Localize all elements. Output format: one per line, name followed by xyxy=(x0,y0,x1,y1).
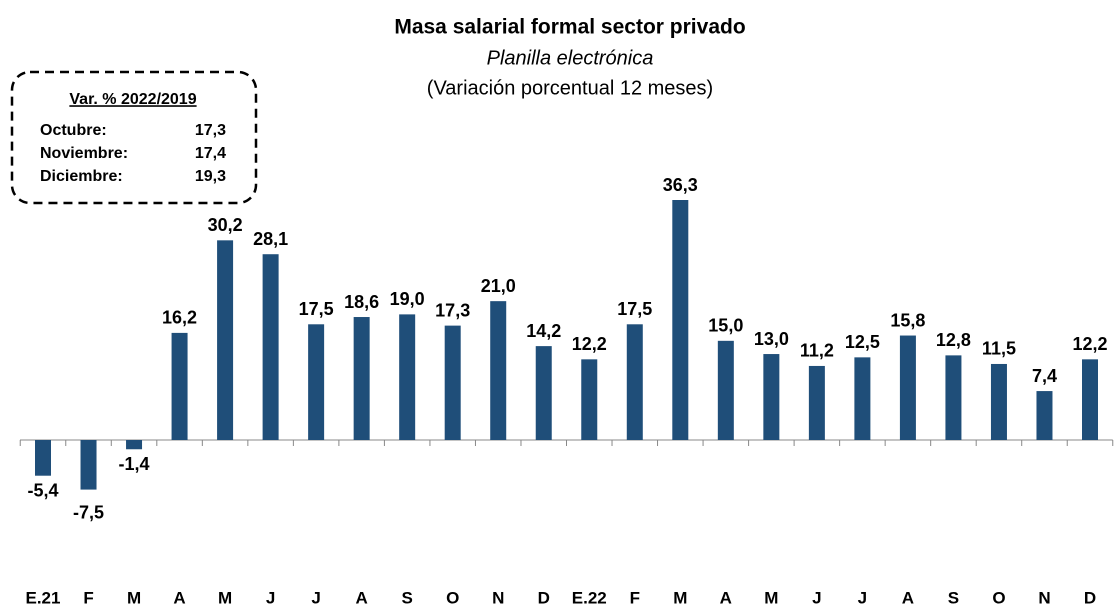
bar xyxy=(171,332,188,440)
bar xyxy=(899,335,916,440)
value-label: 16,2 xyxy=(162,308,197,328)
value-label: 17,5 xyxy=(617,299,652,319)
bar xyxy=(308,324,325,440)
bar xyxy=(990,363,1007,440)
bar xyxy=(854,357,871,440)
value-label: 12,8 xyxy=(936,330,971,350)
annotation-value: 19,3 xyxy=(195,168,226,185)
x-tick-label: J xyxy=(311,588,320,607)
x-tick-label: M xyxy=(127,588,141,607)
x-tick-label: D xyxy=(538,588,550,607)
bar xyxy=(672,200,689,440)
annotation-title: Var. % 2022/2019 xyxy=(69,91,196,108)
bar xyxy=(717,340,734,440)
value-label: -1,4 xyxy=(119,454,150,474)
value-label: 15,8 xyxy=(890,310,925,330)
bar xyxy=(126,440,143,450)
value-label: 11,2 xyxy=(800,341,834,361)
value-label: 12,2 xyxy=(572,334,607,354)
annotation-label: Diciembre: xyxy=(40,168,123,185)
value-label: 30,2 xyxy=(208,215,243,235)
x-tick-label: F xyxy=(630,588,640,607)
x-tick-label: J xyxy=(858,588,867,607)
bar xyxy=(490,301,507,440)
x-tick-label: N xyxy=(1038,588,1050,607)
annotation-value: 17,4 xyxy=(195,145,226,162)
value-label: 28,1 xyxy=(253,229,288,249)
bar xyxy=(399,314,416,440)
value-label: 17,3 xyxy=(435,300,470,320)
x-tick-label: J xyxy=(266,588,275,607)
value-label: 13,0 xyxy=(754,329,789,349)
value-label: -5,4 xyxy=(27,480,58,500)
bar xyxy=(1082,359,1098,440)
bar xyxy=(353,317,370,440)
x-tick-label: F xyxy=(83,588,93,607)
bar xyxy=(945,355,962,440)
bar xyxy=(1036,391,1053,440)
bar xyxy=(535,346,552,440)
chart-subtitle: (Variación porcentual 12 meses) xyxy=(427,77,713,99)
bar xyxy=(626,324,643,440)
x-tick-label: O xyxy=(992,588,1005,607)
x-tick-label: O xyxy=(446,588,459,607)
value-label: 18,6 xyxy=(344,292,379,312)
bar xyxy=(217,240,234,440)
x-tick-label: S xyxy=(402,588,413,607)
bar xyxy=(444,325,461,440)
value-label: 7,4 xyxy=(1032,366,1057,386)
annotation-label: Octubre: xyxy=(40,122,107,139)
value-label: 11,5 xyxy=(982,339,1016,359)
value-label: 12,5 xyxy=(845,332,880,352)
bar xyxy=(80,440,97,490)
x-tick-label: A xyxy=(356,588,368,607)
annotation-value: 17,3 xyxy=(195,122,226,139)
value-label: 21,0 xyxy=(481,276,516,296)
chart-title: Masa salarial formal sector privado xyxy=(394,16,745,39)
bar xyxy=(763,354,780,440)
bar xyxy=(262,254,279,440)
x-tick-label: D xyxy=(1084,588,1096,607)
value-label: 14,2 xyxy=(526,321,561,341)
value-label: 19,0 xyxy=(390,289,425,309)
value-label: 12,2 xyxy=(1072,334,1107,354)
annotation-box xyxy=(10,70,258,205)
bar xyxy=(808,365,825,440)
chart-subtitle: Planilla electrónica xyxy=(487,47,654,69)
bar xyxy=(581,359,598,440)
value-label: 36,3 xyxy=(663,175,698,195)
x-tick-label: J xyxy=(812,588,821,607)
annotation-label: Noviembre: xyxy=(40,145,128,162)
x-tick-label: N xyxy=(492,588,504,607)
x-tick-label: E.22 xyxy=(572,588,607,607)
value-label: 15,0 xyxy=(708,316,743,336)
x-tick-label: M xyxy=(218,588,232,607)
x-tick-label: A xyxy=(902,588,914,607)
x-tick-label: E.21 xyxy=(26,588,61,607)
bar xyxy=(35,440,51,476)
x-tick-label: A xyxy=(173,588,185,607)
value-label: 17,5 xyxy=(299,299,334,319)
value-label: -7,5 xyxy=(73,502,104,522)
x-tick-label: M xyxy=(764,588,778,607)
x-tick-label: S xyxy=(948,588,959,607)
x-tick-label: M xyxy=(673,588,687,607)
x-tick-label: A xyxy=(720,588,732,607)
